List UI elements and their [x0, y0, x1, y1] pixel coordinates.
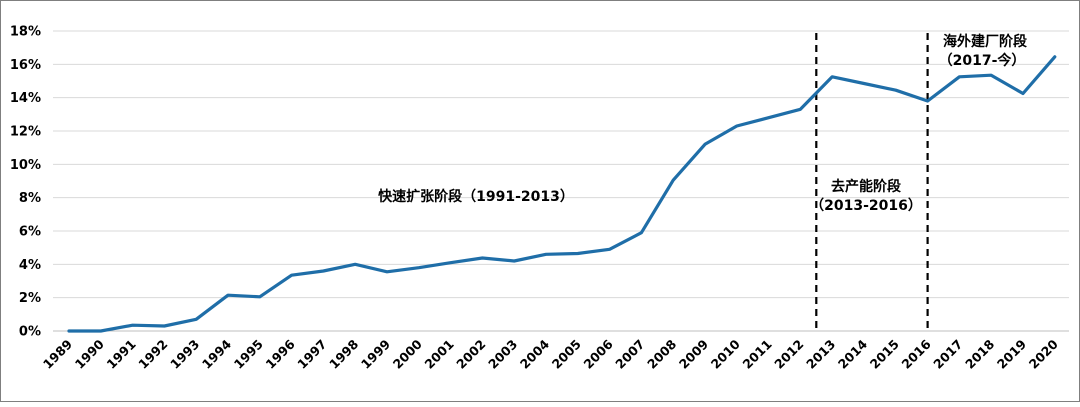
x-tick-label: 2019 — [994, 337, 1029, 372]
y-tick-label: 8% — [19, 191, 41, 206]
x-tick-label: 1996 — [263, 336, 298, 371]
x-tick-label: 2010 — [708, 336, 743, 371]
y-tick-label: 2% — [19, 291, 41, 306]
x-tick-label: 1989 — [40, 337, 75, 372]
x-tick-label: 2015 — [867, 337, 902, 372]
x-tick-label: 2007 — [612, 337, 647, 372]
x-tick-label: 2020 — [1026, 336, 1061, 371]
x-tick-label: 2004 — [517, 336, 552, 371]
x-tick-label: 2000 — [390, 336, 425, 371]
phase3-annotation-line1: 海外建厂阶段 — [943, 33, 1027, 50]
x-axis-ticks: 1989199019911992199319941995199619971998… — [40, 336, 1061, 371]
y-tick-label: 0% — [19, 325, 41, 340]
y-tick-label: 12% — [10, 125, 41, 140]
x-tick-label: 2011 — [740, 337, 775, 372]
x-tick-label: 1993 — [167, 337, 202, 372]
x-tick-label: 2002 — [453, 337, 488, 372]
phase1-annotation: 快速扩张阶段（1991-2013） — [378, 188, 574, 205]
x-tick-label: 1994 — [199, 336, 234, 371]
x-tick-label: 2001 — [422, 337, 457, 372]
y-tick-label: 18% — [10, 25, 41, 40]
y-tick-label: 10% — [10, 158, 41, 173]
x-tick-label: 2017 — [930, 337, 965, 372]
y-tick-label: 14% — [10, 91, 41, 106]
gridlines — [53, 31, 1069, 331]
x-tick-label: 2008 — [644, 337, 679, 372]
x-tick-label: 1992 — [135, 337, 170, 372]
x-tick-label: 1998 — [326, 337, 361, 372]
x-tick-label: 1995 — [231, 337, 266, 372]
phase2-annotation-line1: 去产能阶段 — [831, 178, 901, 195]
x-tick-label: 2005 — [549, 337, 584, 372]
x-tick-label: 1997 — [294, 337, 329, 372]
x-tick-label: 2014 — [835, 336, 870, 371]
x-tick-label: 2009 — [676, 337, 711, 372]
x-tick-label: 1999 — [358, 337, 393, 372]
y-tick-label: 4% — [19, 258, 41, 273]
phase2-annotation-line2: （2013-2016） — [810, 198, 922, 214]
y-tick-label: 6% — [19, 225, 41, 240]
y-axis-ticks: 0% 2% 4% 6% 8% 10% 12% 14% 16% 18% — [10, 25, 41, 340]
x-tick-label: 2003 — [485, 337, 520, 372]
x-tick-label: 1990 — [72, 336, 107, 371]
y-tick-label: 16% — [10, 58, 41, 73]
x-tick-label: 2012 — [771, 337, 806, 372]
x-tick-label: 2018 — [962, 337, 997, 372]
phase3-annotation-line2: （2017-今） — [939, 52, 1026, 69]
x-tick-label: 1991 — [104, 337, 139, 372]
x-tick-label: 2016 — [899, 336, 934, 371]
x-tick-label: 2006 — [581, 336, 616, 371]
x-tick-label: 2013 — [803, 337, 838, 372]
